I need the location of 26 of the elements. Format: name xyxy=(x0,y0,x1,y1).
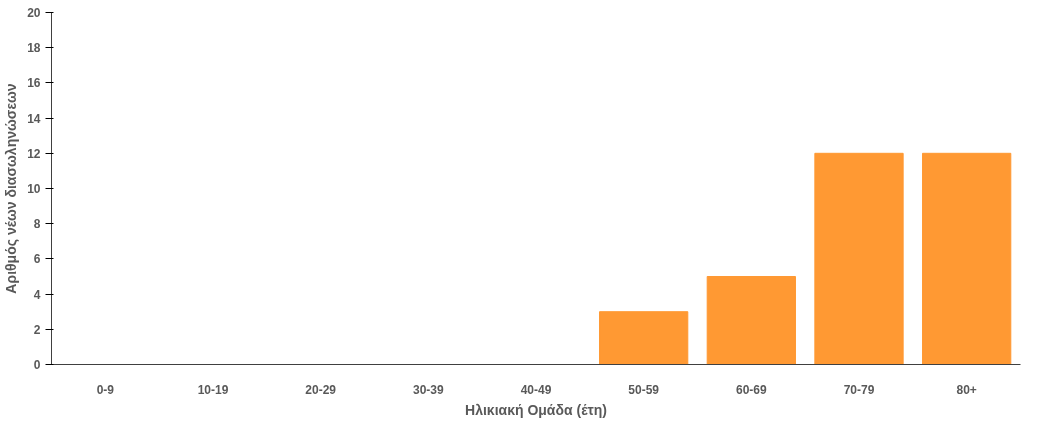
y-tick-label: 10 xyxy=(27,182,41,196)
y-tick-label: 0 xyxy=(33,358,41,372)
x-tick-label: 10-19 xyxy=(197,382,229,397)
y-tick-label: 4 xyxy=(33,287,41,302)
y-tick-label: 6 xyxy=(33,252,41,267)
x-tick-label: 60-69 xyxy=(735,382,768,397)
y-tick-label: 12 xyxy=(27,146,41,161)
x-tick-label: 40-49 xyxy=(520,382,552,397)
x-tick-label: 20-29 xyxy=(305,382,337,397)
x-axis-title: Ηλικιακή Ομάδα (έτη) xyxy=(465,401,607,418)
y-tick-label: 18 xyxy=(27,41,41,56)
bar xyxy=(706,276,796,365)
bar xyxy=(922,152,1012,365)
x-tick-label: 70-79 xyxy=(843,382,875,397)
y-tick-label: 20 xyxy=(27,6,41,20)
y-tick-label: 8 xyxy=(33,217,41,232)
y-tick-label: 14 xyxy=(27,111,41,126)
bar xyxy=(599,311,689,365)
x-tick-label: 30-39 xyxy=(412,382,445,397)
y-tick-label: 16 xyxy=(27,76,41,91)
bar xyxy=(814,152,904,365)
y-axis-title: Αριθμός νέων διασωληνώσεων xyxy=(3,83,20,294)
y-tick-label: 2 xyxy=(33,322,41,337)
x-tick-label: 50-59 xyxy=(628,382,660,397)
x-tick-label: 0-9 xyxy=(96,382,115,397)
x-tick-label: 80+ xyxy=(956,382,977,397)
